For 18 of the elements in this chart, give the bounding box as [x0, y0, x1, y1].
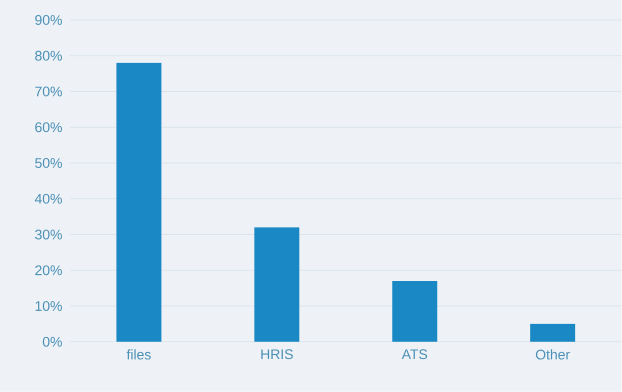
- y-tick-label: 30%: [35, 230, 62, 240]
- x-tick-label: files: [126, 349, 151, 360]
- bar: [116, 63, 162, 342]
- y-tick-label: 70%: [35, 86, 62, 97]
- y-tick-label: 90%: [35, 15, 62, 26]
- x-tick-label: Other: [536, 349, 570, 360]
- x-tick-label: HRIS: [261, 349, 293, 360]
- y-tick-label: 20%: [35, 265, 62, 276]
- y-tick-label: 60%: [35, 122, 62, 132]
- y-tick-label: 0%: [42, 336, 62, 347]
- bar: [254, 227, 300, 342]
- y-tick-label: 50%: [35, 158, 62, 168]
- y-tick-label: 10%: [36, 301, 62, 312]
- bar: [392, 281, 438, 342]
- bar: [530, 324, 576, 342]
- y-tick-label: 40%: [34, 194, 62, 204]
- x-tick-label: ATS: [402, 349, 428, 360]
- y-tick-label: 80%: [35, 50, 62, 61]
